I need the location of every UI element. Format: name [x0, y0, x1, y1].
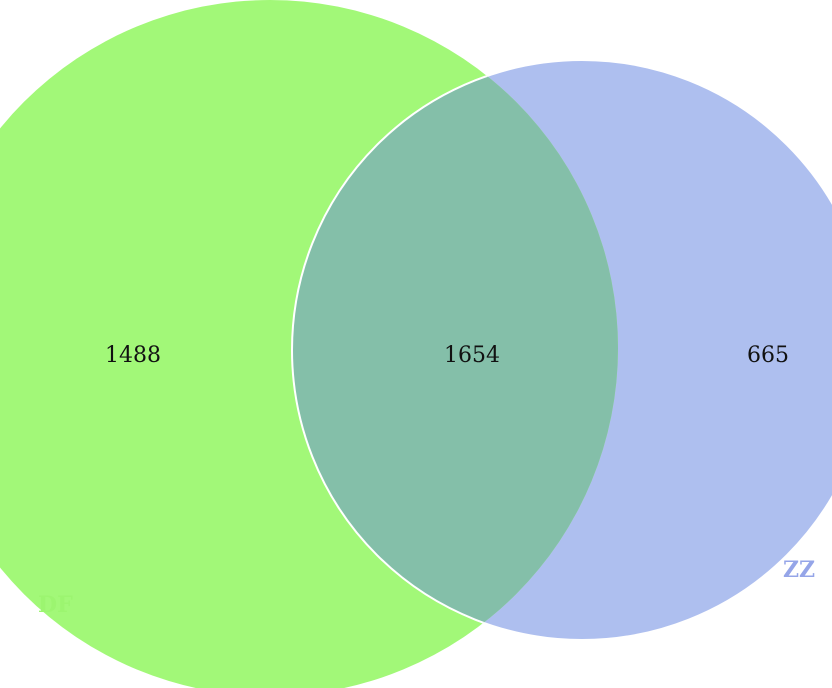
- zz-only-count: 665: [747, 343, 789, 368]
- set-label-df: DF: [38, 592, 73, 618]
- set-label-zz: ZZ: [783, 557, 815, 583]
- intersection-count: 1654: [444, 343, 500, 368]
- df-only-count: 1488: [105, 343, 161, 368]
- intersection-region: [292, 60, 618, 640]
